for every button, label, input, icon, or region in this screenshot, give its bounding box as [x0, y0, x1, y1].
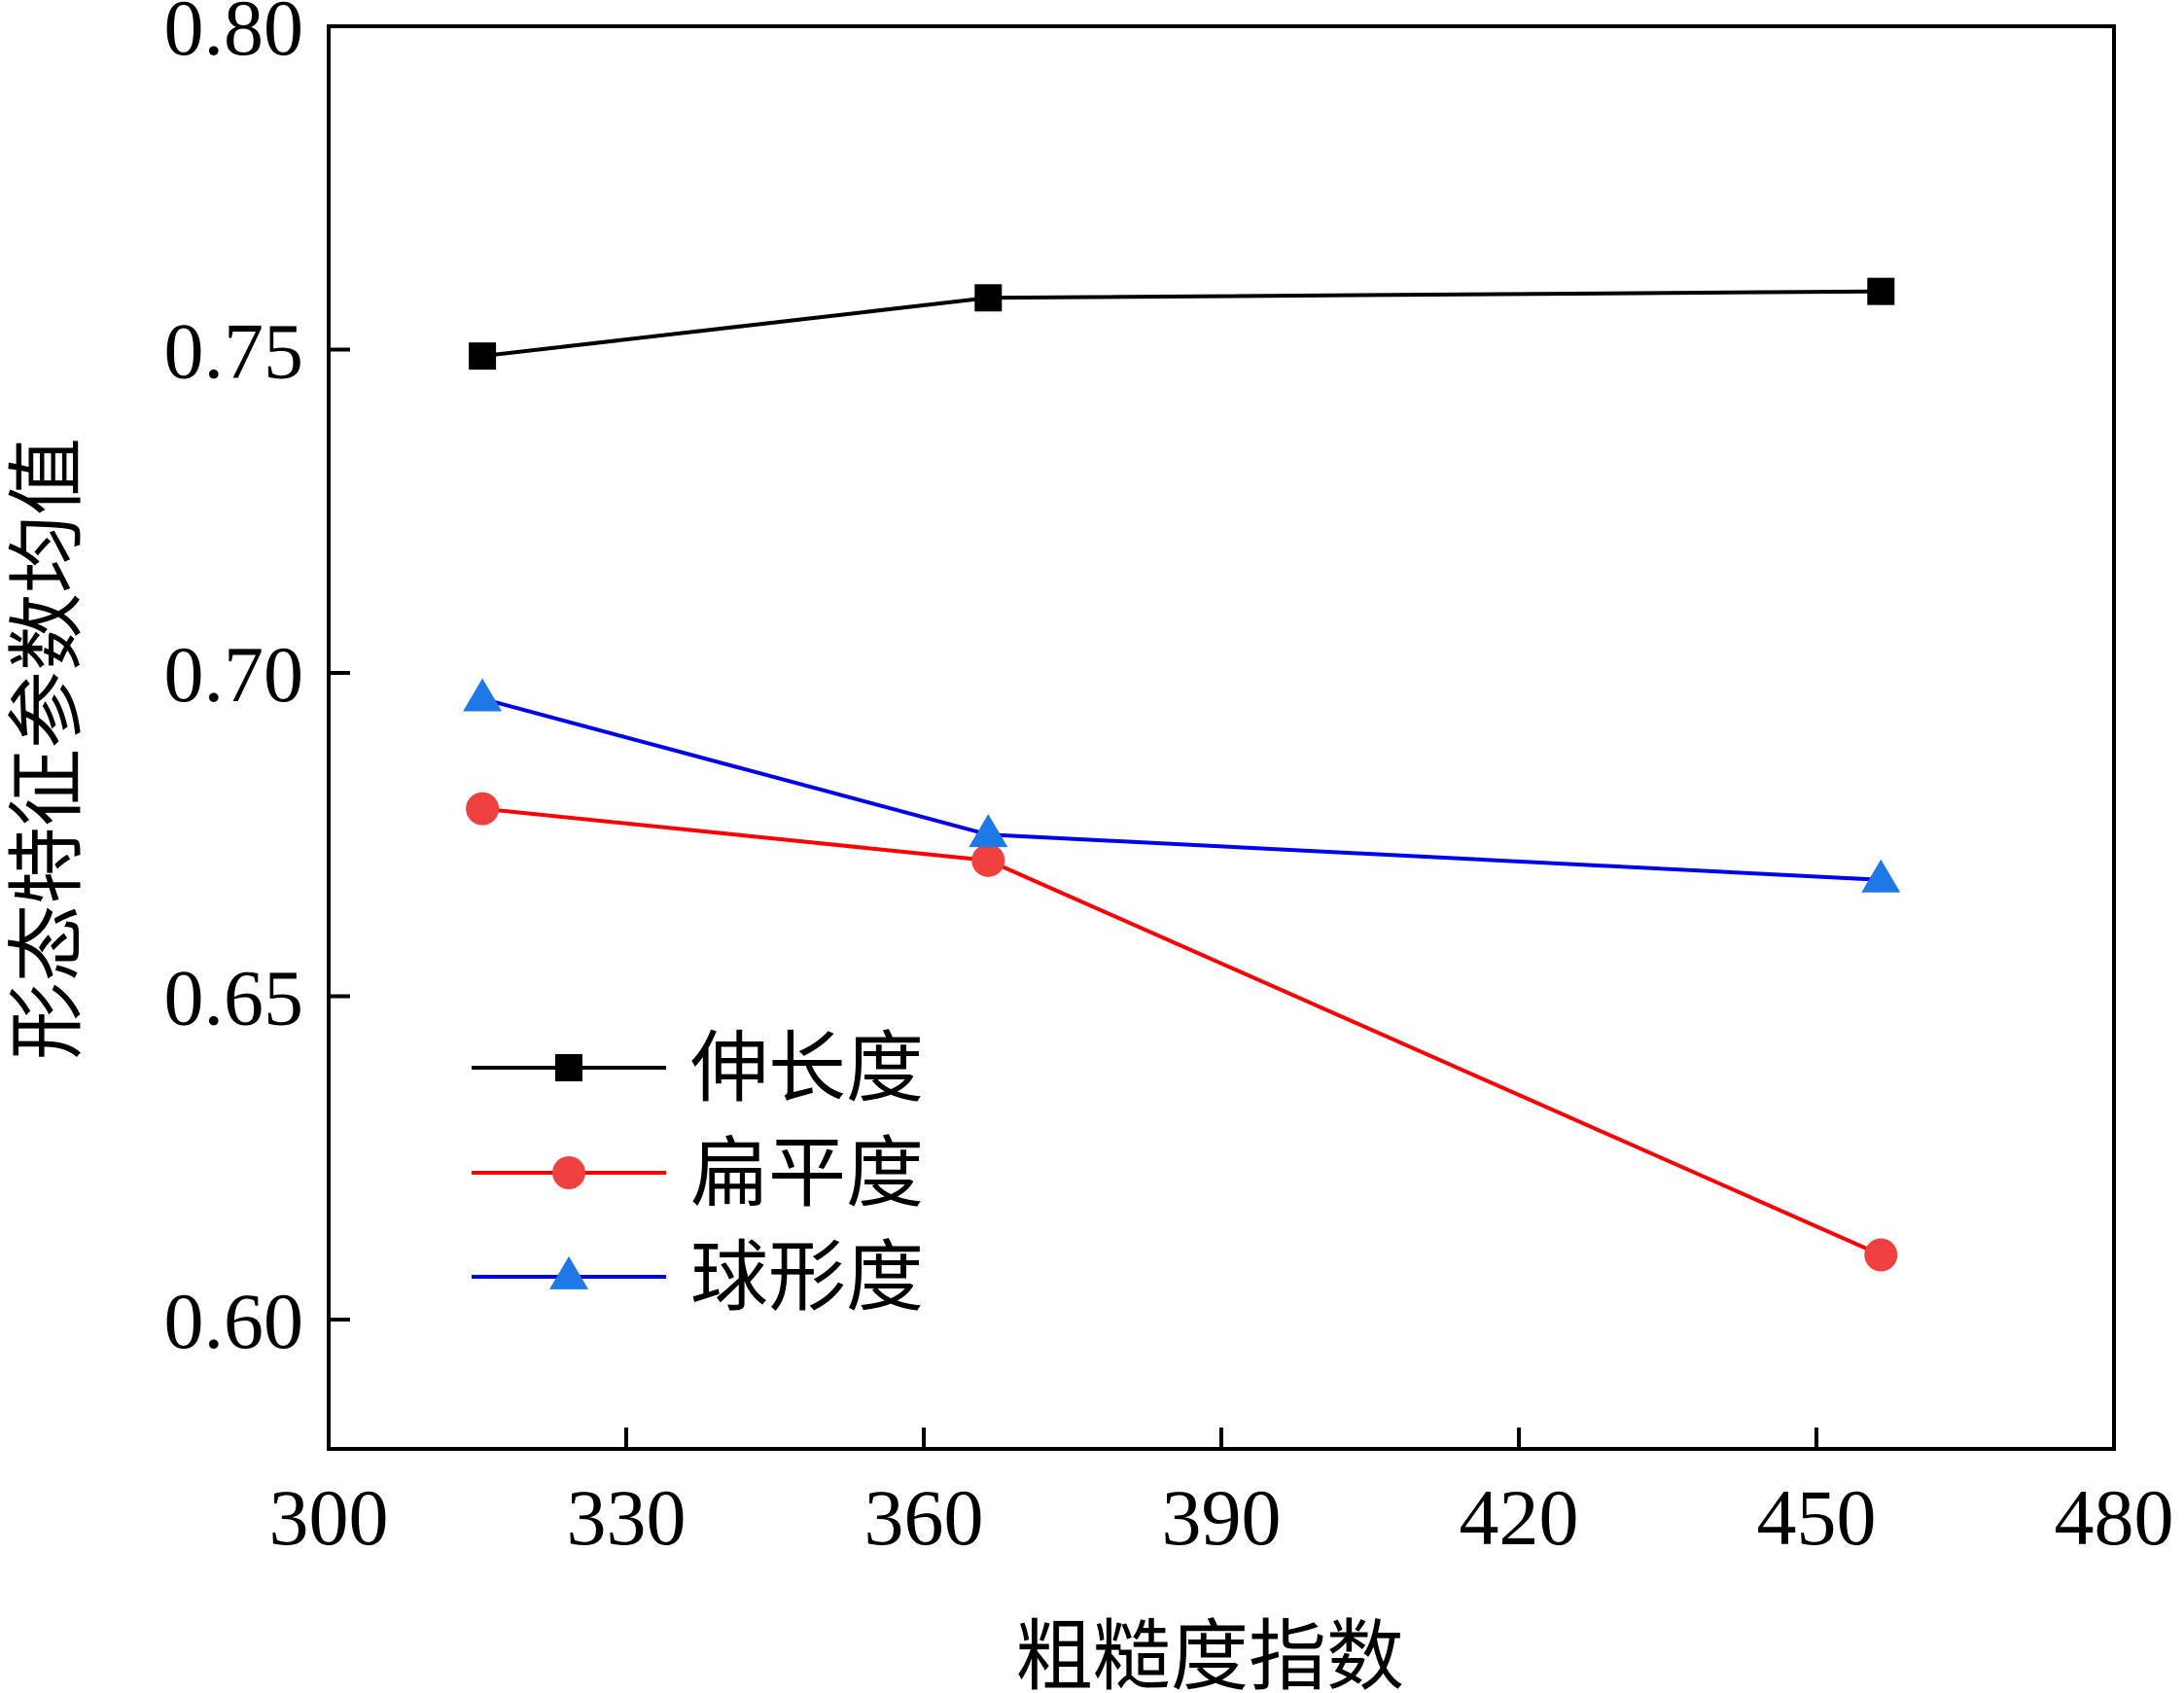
y-tick-label: 0.70 [164, 630, 304, 719]
y-tick-label: 0.80 [164, 0, 304, 72]
data-point [1861, 859, 1901, 893]
legend-label: 伸长度 [690, 1023, 924, 1113]
x-tick-label: 420 [1460, 1473, 1579, 1562]
y-axis-title: 形态特征参数均值 [2, 438, 92, 1060]
y-tick-label: 0.65 [164, 954, 304, 1042]
series-layer [463, 277, 1901, 1272]
x-tick-label: 360 [864, 1473, 984, 1562]
x-axis-title: 粗糙度指数 [1015, 1611, 1404, 1693]
x-tick-label: 450 [1757, 1473, 1877, 1562]
y-axis: 0.60 0.65 0.70 0.75 0.80 [164, 0, 350, 1365]
legend-item: 伸长度 [472, 1023, 924, 1113]
x-axis: 300 330 360 390 420 450 480 [269, 1428, 2174, 1562]
x-tick-label: 330 [567, 1473, 687, 1562]
data-point [469, 342, 497, 370]
x-tick-label: 300 [269, 1473, 389, 1562]
series-2 [466, 792, 1898, 1272]
data-point [974, 284, 1003, 312]
data-point [971, 843, 1005, 877]
y-tick-label: 0.60 [164, 1277, 304, 1365]
legend-marker [549, 1255, 588, 1289]
y-tick-label: 0.75 [164, 307, 304, 396]
x-tick-label: 390 [1162, 1473, 1282, 1562]
legend-item: 扁平度 [472, 1128, 924, 1218]
legend-label: 扁平度 [690, 1128, 924, 1218]
series-1 [469, 277, 1895, 370]
data-point [463, 678, 503, 712]
x-tick-label: 480 [2055, 1473, 2174, 1562]
data-point [1864, 1238, 1898, 1272]
data-point [969, 814, 1008, 848]
data-point [1867, 277, 1895, 305]
series-3 [463, 678, 1901, 893]
legend-label: 球形度 [690, 1232, 924, 1323]
data-point [466, 792, 500, 826]
legend-marker [552, 1156, 585, 1189]
legend-marker [555, 1054, 582, 1081]
legend-item: 球形度 [472, 1232, 924, 1323]
